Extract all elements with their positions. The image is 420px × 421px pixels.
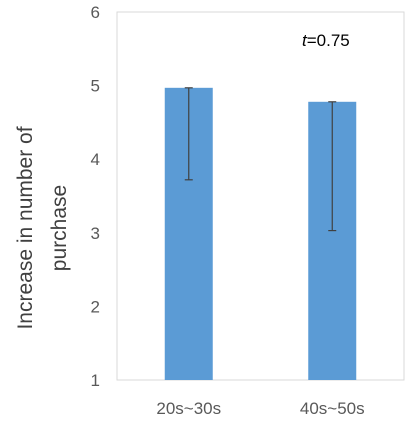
x-axis-ticks: 20s~30s 40s~50s: [156, 399, 364, 418]
y-axis-label-line-2: purchase: [48, 185, 71, 271]
y-axis-label: Increase in number of purchase: [14, 126, 71, 329]
y-tick-label: 1: [91, 371, 100, 390]
bars: [164, 87, 357, 381]
x-tick-label: 20s~30s: [156, 399, 221, 418]
y-tick-label: 2: [91, 297, 100, 316]
t-statistic-value: =0.75: [307, 31, 350, 50]
plot-area-frame: [116, 11, 405, 381]
t-statistic-annotation: t=0.75: [302, 31, 350, 50]
y-tick-label: 4: [91, 150, 100, 169]
x-tick-label: 40s~50s: [300, 399, 365, 418]
error-bar-2: [328, 101, 337, 232]
y-tick-label: 3: [91, 224, 100, 243]
y-axis-ticks: 1 2 3 4 5 6: [91, 3, 100, 390]
t-statistic-symbol: t: [302, 31, 308, 50]
y-tick-label: 6: [91, 3, 100, 22]
error-bars: [184, 87, 337, 232]
error-bar-1: [184, 87, 193, 181]
y-tick-label: 5: [91, 77, 100, 96]
y-axis-label-line-1: Increase in number of: [14, 126, 37, 329]
